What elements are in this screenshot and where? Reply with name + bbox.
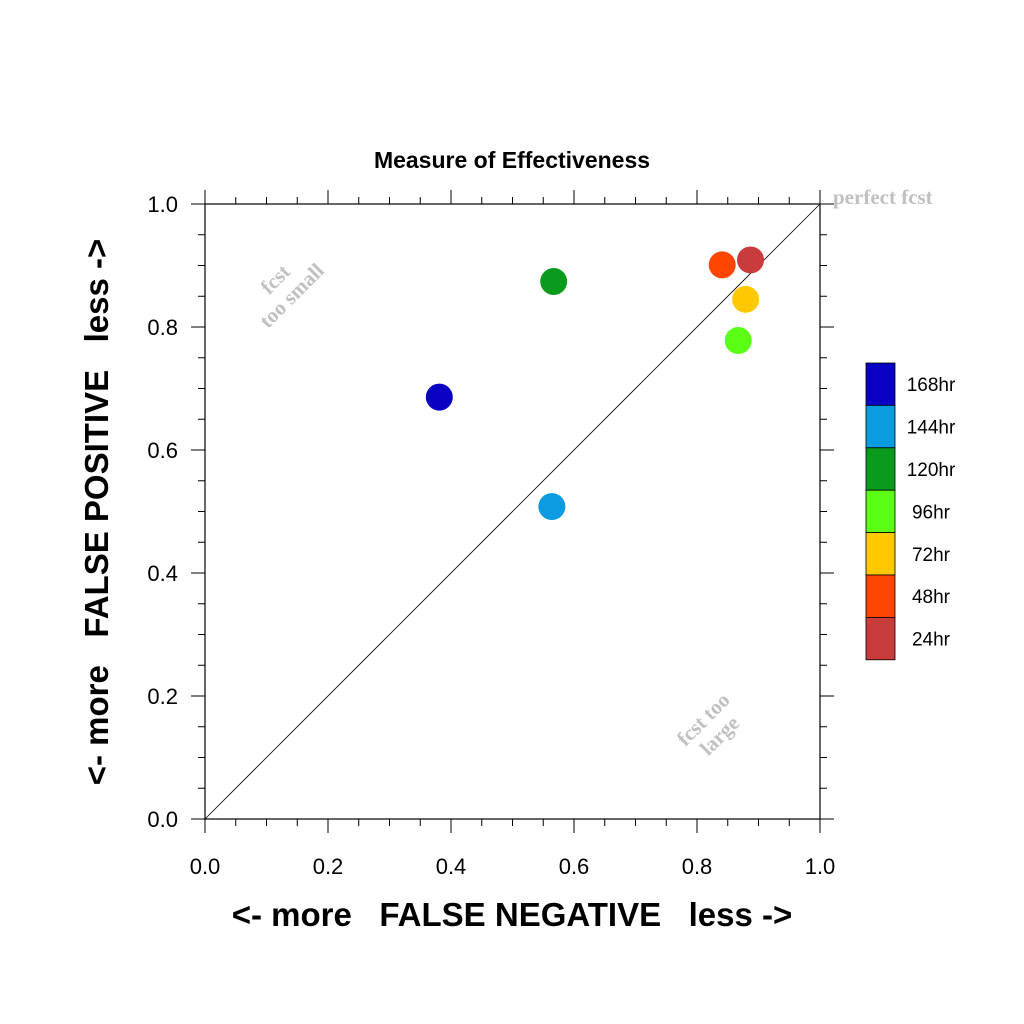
point-48hr <box>708 251 736 279</box>
y-axis-label: <- more FALSE POSITIVE less -> <box>78 239 115 786</box>
x-tick-label: 0.2 <box>313 854 344 879</box>
point-144hr <box>538 493 566 521</box>
legend-swatch-120hr <box>865 447 896 491</box>
legend-label-120hr: 120hr <box>907 460 956 481</box>
point-120hr <box>540 267 568 295</box>
y-tick-label: 0.2 <box>147 684 178 709</box>
legend-label-48hr: 48hr <box>912 587 951 608</box>
legend-swatch-96hr <box>865 489 896 534</box>
legend-label-72hr: 72hr <box>912 545 951 566</box>
legend-swatch-24hr <box>865 617 896 661</box>
y-tick-label: 1.0 <box>147 192 178 217</box>
point-24hr <box>737 246 765 274</box>
y-tick-label: 0.6 <box>147 438 178 463</box>
legend-swatch-72hr <box>865 532 896 576</box>
perfect-forecast-line <box>204 203 821 820</box>
data-points <box>425 246 765 521</box>
point-168hr <box>425 383 453 411</box>
legend-label-144hr: 144hr <box>907 418 956 439</box>
x-tick-label: 1.0 <box>805 854 836 879</box>
legend: 168hr 144hr 120hr 96hr 72hr 48hr 24hr <box>865 362 956 661</box>
y-tick-label: 0.0 <box>147 807 178 832</box>
x-tick-label: 0.6 <box>559 854 590 879</box>
y-tick-label: 0.4 <box>147 561 178 586</box>
axis-ticks: 0.0 0.2 0.4 0.6 0.8 1.0 0.0 0.2 0.4 0.6 0.8 1.0 <box>147 190 835 879</box>
legend-label-96hr: 96hr <box>912 502 951 523</box>
annotation-fcst-too-small-line2: too small <box>254 258 328 332</box>
y-tick-label: 0.8 <box>147 315 178 340</box>
point-72hr <box>732 285 760 313</box>
chart-title: Measure of Effectiveness <box>374 147 650 173</box>
annotation-perfect-fcst: perfect fcst <box>833 185 933 209</box>
x-axis-label: <- more FALSE NEGATIVE less -> <box>232 896 793 933</box>
point-96hr <box>724 327 752 355</box>
legend-swatch-168hr <box>865 362 896 406</box>
legend-label-24hr: 24hr <box>912 630 951 651</box>
region-annotations: perfect fcst fcst too small fcst too lar… <box>254 185 933 760</box>
x-tick-label: 0.0 <box>190 854 221 879</box>
legend-swatch-144hr <box>865 404 896 449</box>
x-tick-label: 0.4 <box>436 854 467 879</box>
legend-swatch-48hr <box>865 574 896 618</box>
plot-area: 0.0 0.2 0.4 0.6 0.8 1.0 0.0 0.2 0.4 0.6 0.8 1.0 <box>147 190 835 879</box>
x-tick-label: 0.8 <box>682 854 713 879</box>
legend-label-168hr: 168hr <box>907 375 956 396</box>
